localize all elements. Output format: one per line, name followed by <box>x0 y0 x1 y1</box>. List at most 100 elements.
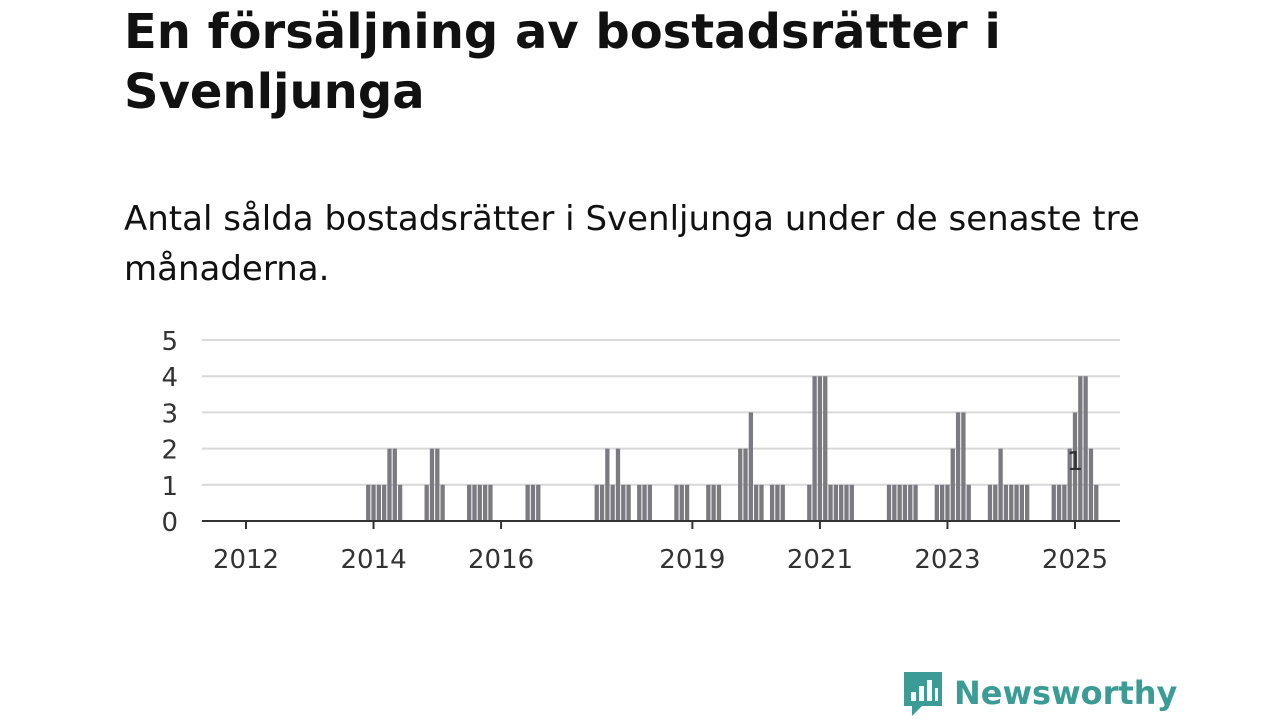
y-tick-label: 2 <box>161 436 178 466</box>
bar <box>993 484 998 521</box>
bar <box>1051 484 1056 521</box>
bar <box>828 484 833 521</box>
bar <box>897 484 902 521</box>
bar <box>939 484 945 521</box>
y-tick-label: 1 <box>161 472 178 502</box>
bar <box>775 484 780 521</box>
bar <box>387 448 392 521</box>
page-title: En försäljning av bostadsrätter i Svenlj… <box>124 4 1001 120</box>
bar <box>833 484 839 521</box>
data-label: 1 <box>1067 447 1084 477</box>
bar <box>525 484 530 521</box>
bar <box>1025 484 1030 521</box>
x-tick-label: 2016 <box>468 545 534 575</box>
bar <box>1094 484 1099 521</box>
x-tick-label: 2012 <box>213 545 279 575</box>
annotations: 1 <box>1067 447 1084 477</box>
bar <box>738 448 743 521</box>
bar <box>435 448 440 521</box>
bar <box>823 376 828 521</box>
x-axis: 2012 2014 2016 2019 2021 2023 2025 <box>202 520 1120 575</box>
bar <box>754 484 759 521</box>
bar <box>594 484 599 521</box>
bar <box>1019 484 1025 521</box>
bar <box>743 448 748 521</box>
brand-name: Newsworthy <box>954 674 1178 712</box>
bar <box>429 448 435 521</box>
bar <box>1003 484 1009 521</box>
bar <box>1009 484 1014 521</box>
bar <box>987 484 993 521</box>
bar <box>769 484 775 521</box>
bar <box>706 484 711 521</box>
bar <box>382 484 387 521</box>
bar <box>679 484 684 521</box>
bar <box>934 484 939 521</box>
bar <box>482 484 488 521</box>
bar <box>1067 448 1072 521</box>
y-tick-label: 3 <box>161 399 178 429</box>
bar <box>849 484 854 521</box>
bar <box>1083 376 1088 521</box>
bar <box>610 484 615 521</box>
bar <box>955 412 961 521</box>
bar <box>844 484 849 521</box>
bar <box>536 484 541 521</box>
bar <box>488 484 493 521</box>
bar-chart: 0 1 2 3 4 5 2012 2014 2016 2019 2021 2023 2025 1 <box>161 327 1120 575</box>
bar <box>950 448 955 521</box>
bar <box>913 484 918 521</box>
bar <box>684 484 690 521</box>
bar <box>472 484 477 521</box>
bar <box>1078 376 1083 521</box>
bar <box>621 484 626 521</box>
newsworthy-logo-icon <box>904 672 942 716</box>
newsworthy-logo: Newsworthy <box>900 668 1177 718</box>
bar <box>1062 484 1067 521</box>
bar <box>711 484 716 521</box>
bar <box>886 484 892 521</box>
bar <box>647 484 653 521</box>
x-tick-label: 2023 <box>914 545 980 575</box>
bar <box>1014 484 1019 521</box>
bar <box>674 484 679 521</box>
bars <box>366 376 1099 521</box>
bar <box>397 484 403 521</box>
bar <box>467 484 472 521</box>
bar <box>961 412 966 521</box>
y-axis: 0 1 2 3 4 5 <box>161 327 178 538</box>
bar <box>440 484 445 521</box>
bar <box>1088 448 1094 521</box>
page-subtitle: Antal sålda bostadsrätter i Svenljunga u… <box>124 199 1140 289</box>
bar <box>530 484 536 521</box>
bar <box>642 484 647 521</box>
bar <box>945 484 950 521</box>
bar <box>1056 484 1062 521</box>
y-tick-label: 4 <box>161 363 178 393</box>
bar <box>780 484 785 521</box>
bar <box>392 448 397 521</box>
bar <box>371 484 376 521</box>
bar <box>424 484 429 521</box>
y-tick-label: 0 <box>161 508 178 538</box>
bar <box>599 484 605 521</box>
bar <box>716 484 722 521</box>
x-tick-label: 2014 <box>340 545 406 575</box>
bar <box>908 484 913 521</box>
bar <box>892 484 897 521</box>
bar <box>817 376 823 521</box>
bar <box>902 484 908 521</box>
bar <box>812 376 817 521</box>
bar <box>376 484 382 521</box>
bar <box>1072 412 1078 521</box>
bar <box>998 448 1003 521</box>
bar <box>966 484 971 521</box>
bar <box>615 448 621 521</box>
x-tick-label: 2019 <box>659 545 725 575</box>
bar <box>366 484 371 521</box>
bar <box>605 448 610 521</box>
bar <box>759 484 764 521</box>
bar <box>637 484 642 521</box>
bar <box>807 484 812 521</box>
bar <box>748 412 753 521</box>
